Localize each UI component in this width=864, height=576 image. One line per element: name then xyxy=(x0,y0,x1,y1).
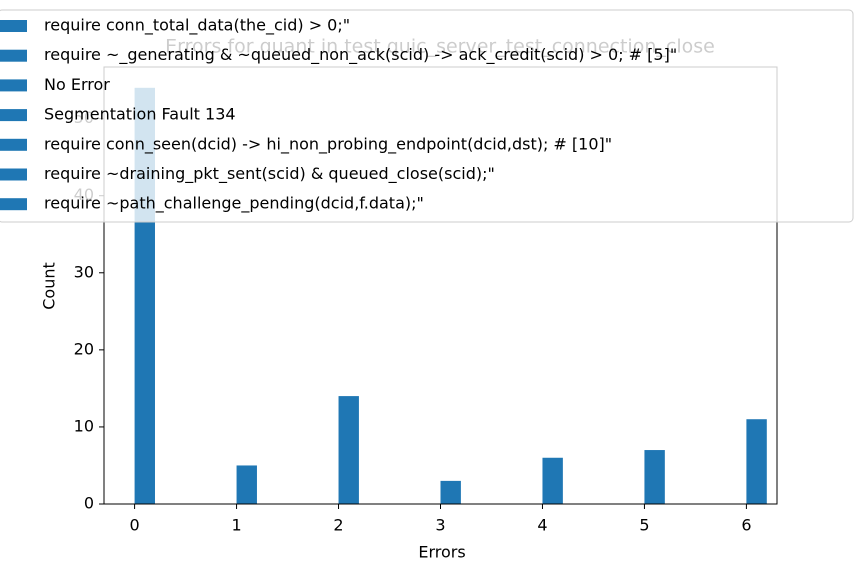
y-tick-label: 0 xyxy=(84,494,94,513)
bar xyxy=(440,480,461,504)
bar xyxy=(542,457,563,504)
legend-box xyxy=(0,9,854,223)
bar xyxy=(338,396,359,504)
legend-label: require ~_generating & ~queued_non_ack(s… xyxy=(44,45,677,65)
x-tick-label: 3 xyxy=(435,516,445,535)
y-axis-label: Count xyxy=(40,262,59,310)
legend-label: require conn_total_data(the_cid) > 0;" xyxy=(44,16,350,36)
bar xyxy=(746,419,767,504)
x-tick-label: 6 xyxy=(741,516,751,535)
legend-label: Segmentation Fault 134 xyxy=(44,105,236,124)
y-tick-label: 10 xyxy=(74,416,94,435)
legend-label: require ~draining_pkt_sent(scid) & queue… xyxy=(44,164,495,184)
legend-label: No Error xyxy=(44,75,110,94)
x-tick-label: 1 xyxy=(231,516,241,535)
legend-swatch xyxy=(0,138,27,151)
legend-swatch xyxy=(0,168,27,181)
x-axis-label: Errors xyxy=(418,543,465,562)
y-tick-label: 20 xyxy=(74,339,94,358)
legend-swatch xyxy=(0,109,27,122)
bar xyxy=(236,465,257,504)
legend-swatch xyxy=(0,79,27,92)
x-tick-label: 0 xyxy=(129,516,139,535)
legend: require conn_total_data(the_cid) > 0;" re… xyxy=(0,9,854,223)
x-tick-label: 5 xyxy=(639,516,649,535)
legend-swatch xyxy=(0,198,27,211)
x-tick-label: 2 xyxy=(333,516,343,535)
legend-swatch xyxy=(0,49,27,62)
x-tick-label: 4 xyxy=(537,516,547,535)
y-tick-label: 30 xyxy=(74,262,94,281)
legend-swatch xyxy=(0,20,27,32)
legend-label: require conn_seen(dcid) -> hi_non_probin… xyxy=(44,134,612,154)
legend-label: require ~path_challenge_pending(dcid,f.d… xyxy=(44,194,424,214)
bar xyxy=(644,450,665,504)
